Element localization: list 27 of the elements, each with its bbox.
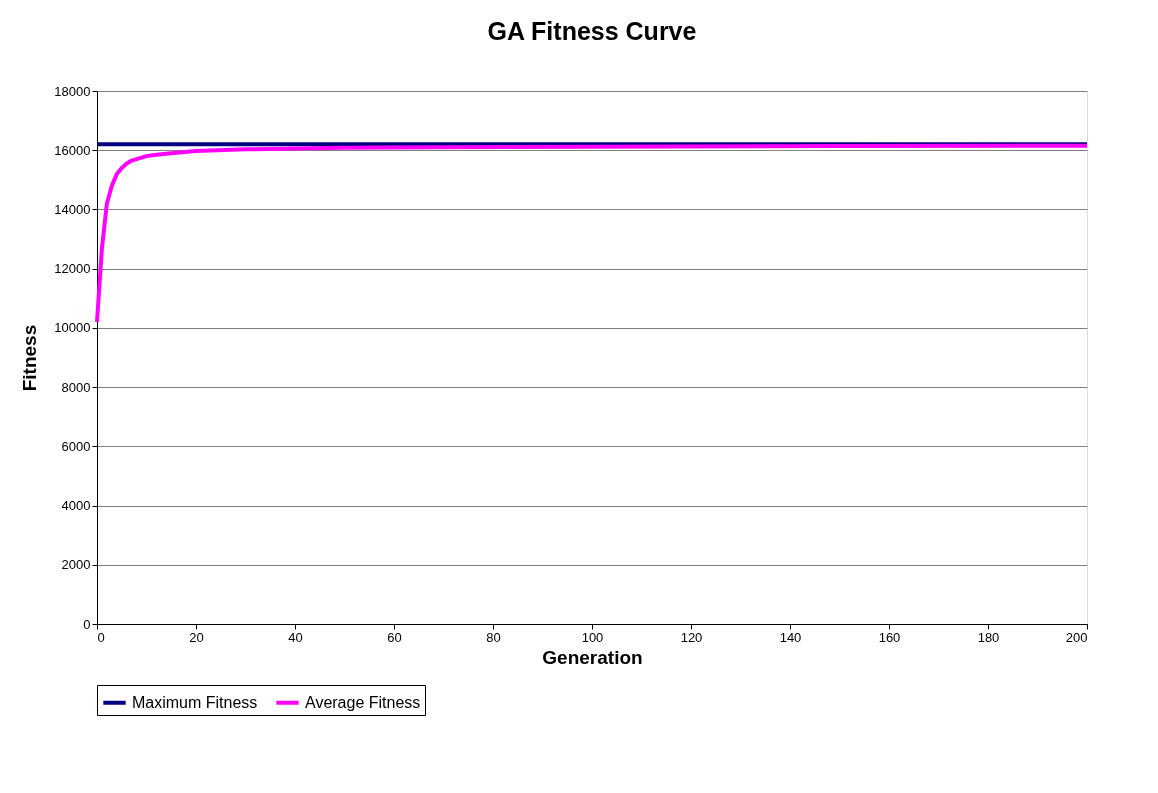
legend-label: Average Fitness — [305, 693, 421, 711]
y-axis-title: Fitness — [19, 324, 41, 392]
x-tick-label: 20 — [189, 629, 204, 645]
y-tick-label: 8000 — [61, 379, 91, 395]
x-tick-label: 60 — [387, 629, 402, 645]
x-tick-label: 100 — [581, 629, 604, 645]
y-tick-label: 2000 — [61, 557, 91, 573]
x-tick-label: 180 — [977, 629, 1000, 645]
x-tick-label: 140 — [779, 629, 802, 645]
line-series — [95, 143, 1089, 324]
x-tick-label: 120 — [680, 629, 703, 645]
x-tick-label: 0 — [97, 629, 105, 645]
y-tick-label: 4000 — [61, 498, 91, 514]
x-tick-label: 160 — [878, 629, 901, 645]
y-tick-label: 14000 — [54, 201, 91, 217]
x-tick-label: 200 — [1065, 629, 1088, 645]
y-tick-label: 18000 — [54, 83, 91, 99]
y-tick-label: 10000 — [54, 320, 91, 336]
y-tick-label: 12000 — [54, 261, 91, 277]
x-tick-label: 80 — [486, 629, 501, 645]
y-tick-label: 6000 — [61, 438, 91, 454]
legend-label: Maximum Fitness — [132, 693, 258, 711]
y-tick-label: 0 — [83, 616, 91, 632]
x-tick-label: 40 — [288, 629, 303, 645]
chart-title: GA Fitness Curve — [487, 17, 697, 45]
x-axis-title: Generation — [542, 646, 643, 668]
y-tick-label: 16000 — [54, 142, 91, 158]
